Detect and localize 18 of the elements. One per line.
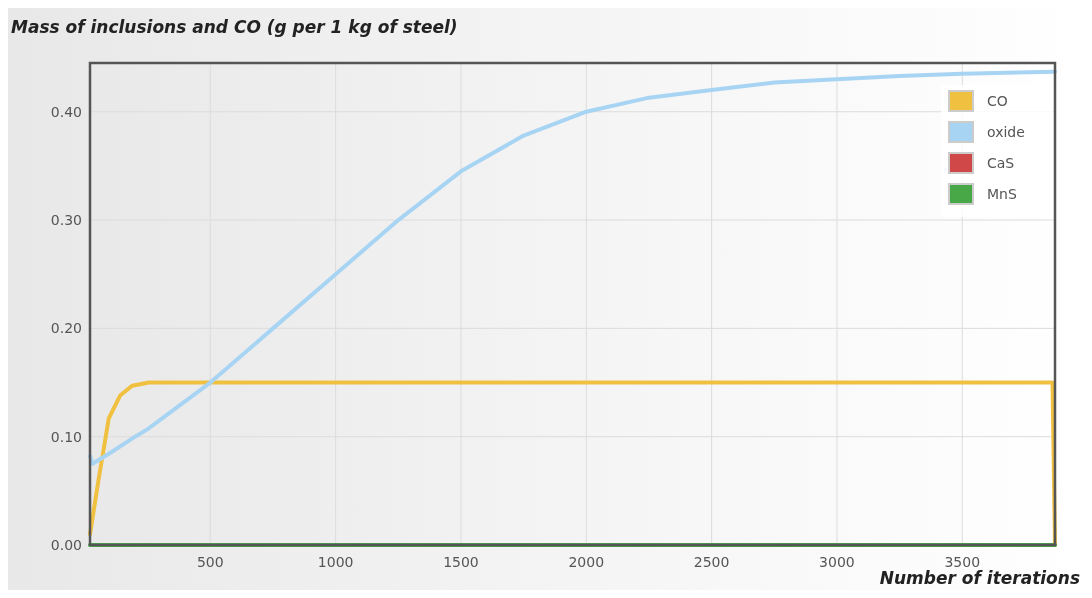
x-tick-label: 1000 bbox=[317, 554, 354, 570]
y-tick-label: 0.10 bbox=[50, 428, 82, 445]
x-tick-label: 1500 bbox=[443, 554, 479, 570]
chart-title: Mass of inclusions and CO (g per 1 kg of steel) bbox=[11, 17, 458, 37]
x-tick-label: 500 bbox=[196, 554, 224, 570]
y-tick-label: 0.00 bbox=[50, 537, 82, 553]
legend-label: MnS bbox=[987, 186, 1017, 202]
legend-label: CO bbox=[987, 93, 1008, 109]
y-tick-label: 0.30 bbox=[50, 212, 82, 229]
y-tick-label: 0.40 bbox=[50, 103, 82, 120]
legend-label: CaS bbox=[987, 155, 1015, 171]
x-tick-label: 2000 bbox=[568, 554, 605, 570]
x-tick-label: 2500 bbox=[693, 554, 730, 570]
x-tick-label: 3000 bbox=[819, 554, 855, 570]
legend-label: oxide bbox=[987, 124, 1025, 140]
x-axis-title: Number of iterations bbox=[879, 568, 1080, 588]
y-tick-label: 0.20 bbox=[50, 320, 82, 337]
x-tick-label: 3500 bbox=[944, 554, 981, 570]
